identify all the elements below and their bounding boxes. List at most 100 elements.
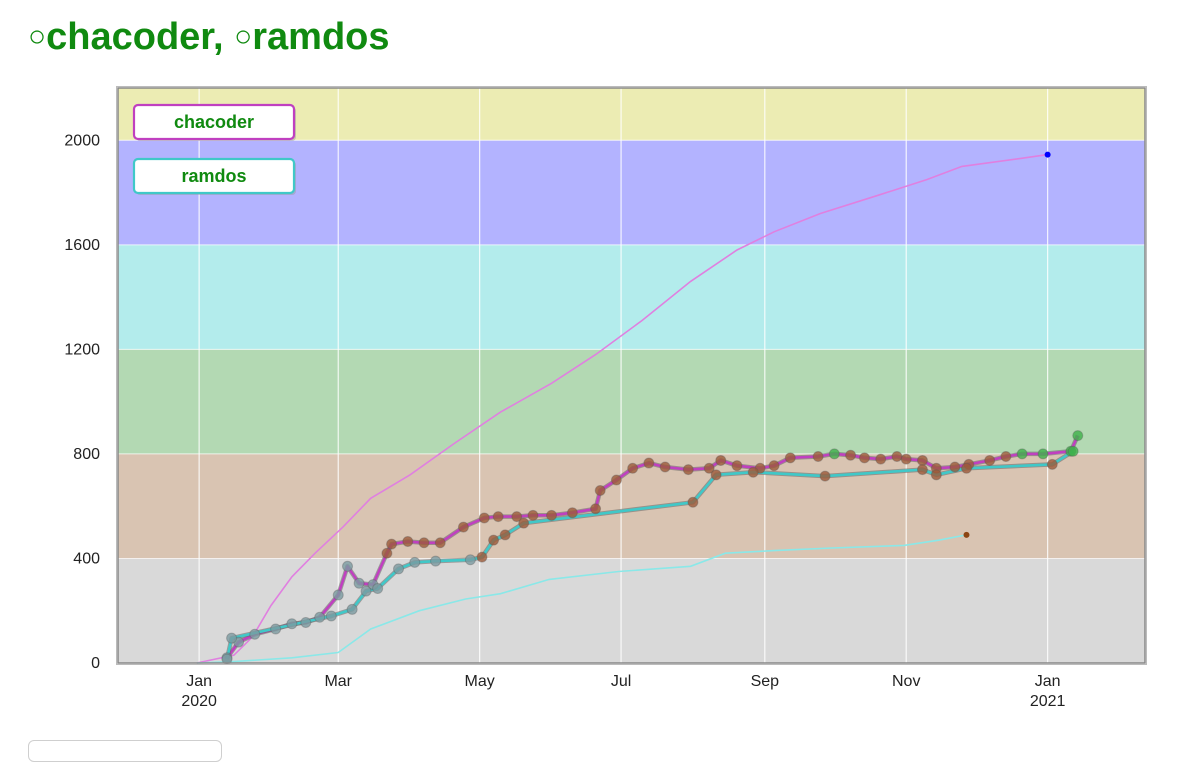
series-layer [196,151,1084,665]
chacoder-rating-point-45 [949,461,961,473]
ramdos-rating-point-20 [960,462,972,474]
ramdos-rating-point-4 [360,585,372,597]
ramdos-rating-point-1 [226,632,238,644]
title-separator: , [213,16,224,58]
ramdos-rating-point-19 [930,469,942,481]
chacoder-rating-point-23 [590,503,602,515]
x-tick-year-label: 2021 [1030,693,1066,710]
chacoder-rating-point-34 [768,460,780,472]
grid-lines [118,88,1145,664]
ramdos-rating-point-14 [687,496,699,508]
chacoder-rating-point-22 [566,507,578,519]
legend-box-chacoder [132,103,296,141]
ramdos-rating-point-9 [464,554,476,566]
chacoder-rating-point-49 [1016,448,1028,460]
ramdos-rating-point-16 [747,466,759,478]
chacoder-rating-point-11 [381,547,393,559]
x-tick-label: Jan [186,673,212,690]
chacoder-rating-point-38 [845,449,857,461]
chacoder-rating-point-2 [249,628,261,640]
ramdos-rating-point-5 [372,583,384,595]
chacoder-rating-point-17 [478,512,490,524]
chacoder-rating-point-28 [659,461,671,473]
plot-outer-border [116,86,1147,665]
ramdos-rating-point-13 [518,517,530,529]
chacoder-rating-point-4 [286,618,298,630]
chacoder-rating-point-12 [386,538,398,550]
chacoder-rating-point-48 [1000,451,1012,463]
ramdos-rating-point-2 [325,610,337,622]
chacoder-rating-point-15 [434,537,446,549]
chacoder-rating-point-24 [594,485,606,496]
chacoder-rating-point-8 [342,560,354,572]
ramdos-rating-point-11 [488,534,500,546]
chacoder-rating-point-40 [875,453,887,465]
page-title: ○chacoder, ○ramdos [28,16,390,59]
x-tick-label: Jul [611,673,631,690]
ramdos-problems-end-point [963,531,970,538]
chacoder-rating-point-7 [332,589,344,601]
ramdos-rating-point-12 [499,529,511,541]
chacoder-problems-line [196,153,1048,664]
chacoder-rating-point-32 [731,460,743,472]
chacoder-rating-point-13 [402,535,414,547]
y-tick-label: 1600 [64,237,100,254]
ramdos-rating-point-21 [1046,458,1058,470]
legend-label-chacoder: chacoder [174,112,254,132]
chacoder-rating-point-26 [627,462,639,474]
chacoder-rating-point-41 [891,451,903,463]
chacoder-rating-point-27 [643,457,655,469]
ramdos-rating-point-8 [430,555,442,567]
chacoder-rating-point-19 [511,511,523,523]
ramdos-rating-point-10 [476,551,488,563]
chacoder-rating-point-9 [353,577,365,589]
bottom-control-stub[interactable] [28,740,222,762]
chacoder-rating-point-31 [715,454,727,466]
ramdos-rating-point-18 [916,464,928,476]
x-tick-year-label: 2020 [181,693,217,710]
user2-circle-icon: ○ [234,20,253,53]
x-tick-label: Nov [892,673,920,690]
chacoder-rating-point-6 [314,611,326,623]
chacoder-rating-point-29 [682,464,694,476]
user1-circle-icon: ○ [28,20,47,53]
rating-band-3 [118,244,1145,350]
axes: Jan 2020 Mar May Jul Sep Nov Jan 2021 0 400 800 1200… [64,86,1147,710]
chacoder-rating-point-36 [812,451,824,463]
y-tick-label: 1200 [64,341,100,358]
chacoder-rating-point-5 [300,616,312,628]
x-tick-label: May [465,673,495,690]
chacoder-rating-point-35 [784,452,796,464]
chacoder-rating-point-25 [610,474,622,486]
ramdos-rating-point-6 [393,563,405,575]
legend-label-ramdos: ramdos [181,166,246,186]
chacoder-rating-point-42 [900,453,912,465]
y-tick-label: 0 [91,655,100,672]
chacoder-problems-end-point [1044,151,1051,158]
x-tick-label: Jan [1035,673,1061,690]
rating-band-2 [118,349,1145,454]
chacoder-rating-point-21 [546,509,558,521]
x-tick-label: Sep [751,673,780,690]
ramdos-rating-point-3 [346,603,358,615]
chacoder-rating-point-18 [492,511,504,523]
ramdos-rating-point-22 [1067,445,1079,457]
chacoder-rating-point-30 [703,462,715,474]
rating-band-0 [118,558,1145,663]
chacoder-rating-point-16 [457,521,469,533]
plot-frame [117,87,1146,664]
y-tick-label: 2000 [64,132,100,149]
legend-box-ramdos [132,157,296,195]
y-tick-label: 400 [73,550,100,567]
ramdos-rating-point-7 [409,556,421,568]
user1-name-link[interactable]: chacoder [46,16,213,58]
chacoder-rating-point-39 [858,452,870,464]
chacoder-rating-point-3 [270,623,282,635]
y-tick-label: 800 [73,446,100,463]
user2-name-link[interactable]: ramdos [252,16,390,58]
chacoder-rating-point-20 [527,509,539,521]
chacoder-rating-point-37 [828,448,840,460]
chacoder-rating-point-43 [916,454,928,466]
chacoder-rating-point-47 [984,454,996,466]
ramdos-problems-line [196,534,967,664]
